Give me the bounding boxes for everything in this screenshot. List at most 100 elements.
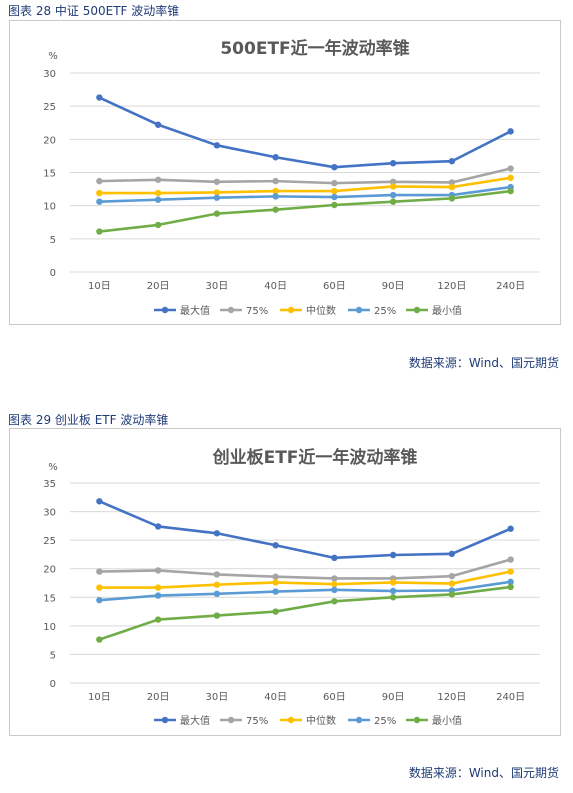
- data-point: [213, 571, 221, 578]
- legend-label: 25%: [374, 306, 396, 317]
- data-point: [213, 210, 221, 217]
- data-point: [507, 583, 514, 591]
- data-point: [96, 94, 103, 101]
- legend-label: 25%: [374, 716, 396, 727]
- series-line: [99, 580, 511, 602]
- data-point: [507, 174, 514, 182]
- data-point: [96, 177, 103, 185]
- data-point: [272, 206, 279, 213]
- data-point: [96, 498, 103, 505]
- x-tick-label: 120日: [437, 692, 466, 703]
- data-point: [331, 598, 338, 605]
- legend-label: 75%: [246, 716, 268, 727]
- data-point: [389, 198, 397, 205]
- data-point: [507, 556, 514, 563]
- x-tick-label: 120日: [437, 281, 466, 292]
- legend-marker: [355, 716, 363, 724]
- x-tick-label: 240日: [496, 281, 525, 292]
- data-point: [96, 636, 103, 643]
- data-point: [507, 525, 514, 532]
- x-tick-label: 30日: [206, 692, 229, 703]
- data-point: [213, 612, 221, 619]
- data-point: [154, 221, 162, 229]
- data-point: [507, 568, 514, 575]
- x-tick-label: 20日: [147, 692, 170, 703]
- legend-label: 中位数: [306, 714, 336, 727]
- legend-label: 最大值: [180, 714, 210, 727]
- legend-marker: [161, 306, 169, 314]
- chart-title: 创业板ETF近一年波动率锥: [212, 447, 418, 468]
- data-point: [331, 187, 338, 195]
- y-tick-label: 0: [50, 679, 56, 690]
- legend-marker: [287, 306, 295, 314]
- data-point: [448, 580, 456, 587]
- legend-marker: [413, 716, 421, 724]
- data-point: [272, 154, 279, 161]
- x-tick-label: 90日: [382, 692, 405, 703]
- y-tick-label: 25: [43, 102, 56, 113]
- data-point: [507, 578, 514, 586]
- data-point: [154, 592, 162, 599]
- data-point: [272, 579, 279, 586]
- y-tick-label: 5: [50, 650, 56, 661]
- data-point: [96, 584, 103, 591]
- x-tick-label: 10日: [88, 692, 111, 703]
- y-tick-label: 35: [43, 479, 56, 490]
- figure-caption: 图表 29 创业板 ETF 波动率锥: [8, 413, 169, 427]
- data-point: [154, 176, 162, 183]
- data-point: [389, 178, 397, 185]
- source-note: 数据来源：Wind、国元期货: [408, 356, 559, 370]
- x-tick-label: 20日: [147, 281, 170, 292]
- data-point: [213, 189, 221, 196]
- series-line: [99, 189, 511, 233]
- data-point: [448, 572, 456, 580]
- y-tick-label: 5: [50, 235, 56, 246]
- data-point: [213, 194, 221, 201]
- data-point: [331, 554, 338, 562]
- y-tick-label: 20: [43, 565, 56, 576]
- data-point: [272, 588, 279, 595]
- data-point: [154, 523, 162, 530]
- data-point: [154, 189, 162, 197]
- data-point: [213, 581, 221, 588]
- data-point: [389, 551, 397, 559]
- chart-svg: 创业板ETF近一年波动率锥% 0 5 10 15 20 25 30 35 10日 20日 30日 40日…: [43, 447, 540, 727]
- series-line: [98, 585, 511, 641]
- data-point: [272, 608, 279, 615]
- data-point: [96, 198, 103, 205]
- series-line: [99, 167, 511, 185]
- series-line: [99, 185, 511, 203]
- data-point: [331, 193, 338, 201]
- data-point: [448, 550, 456, 558]
- x-tick-label: 60日: [323, 281, 346, 292]
- x-tick-label: 240日: [496, 692, 525, 703]
- data-point: [507, 165, 514, 172]
- data-point: [448, 591, 456, 598]
- legend-label: 中位数: [306, 304, 336, 317]
- series-line: [99, 176, 511, 195]
- series-line: [99, 570, 511, 589]
- y-tick-label: 0: [50, 268, 56, 279]
- data-point: [389, 191, 397, 199]
- data-point: [272, 193, 279, 200]
- legend-marker: [161, 716, 169, 724]
- data-point: [96, 228, 103, 235]
- x-tick-label: 60日: [323, 692, 346, 703]
- legend-marker: [227, 716, 235, 724]
- data-point: [213, 590, 221, 598]
- data-point: [448, 183, 456, 191]
- series-line: [98, 500, 512, 560]
- data-point: [331, 580, 338, 588]
- x-tick-label: 30日: [206, 281, 229, 292]
- data-point: [389, 160, 397, 167]
- y-tick-label: 30: [43, 69, 56, 80]
- data-point: [331, 201, 338, 209]
- data-point: [154, 196, 162, 203]
- legend-label: 75%: [246, 306, 268, 317]
- chart-svg: 500ETF近一年波动率锥% 0 5 10 15 20 25 30 10日 20日 30日 40日 60…: [43, 38, 540, 317]
- legend-label: 最大值: [180, 304, 210, 317]
- data-point: [389, 587, 397, 595]
- data-point: [448, 179, 456, 186]
- legend-label: 最小值: [432, 304, 462, 317]
- chart-panel: 创业板ETF近一年波动率锥% 0 5 10 15 20 25 30 35 10日 20日 30日 40日…: [9, 428, 561, 736]
